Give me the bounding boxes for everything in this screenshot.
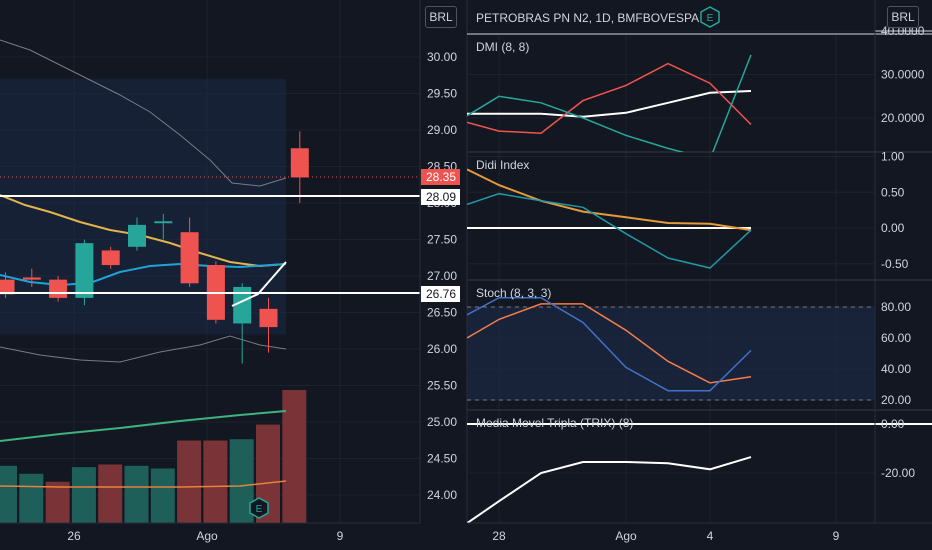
candle-body — [180, 232, 199, 284]
y-tick-label: 29.00 — [427, 123, 457, 137]
y-tick-label: 0.00 — [881, 417, 905, 431]
right-currency-badge[interactable]: BRL — [887, 6, 919, 28]
volume-bar — [282, 390, 307, 523]
x-tick-label: 4 — [707, 529, 714, 543]
volume-bar — [71, 467, 96, 523]
right-chart-title: PETROBRAS PN N2, 1D, BMFBOVESPA — [476, 11, 700, 25]
candle-body — [259, 308, 278, 328]
pane-lines — [467, 168, 752, 269]
y-tick-label: 26.00 — [427, 342, 457, 356]
volume-bar — [124, 465, 149, 523]
candle-body — [22, 277, 41, 280]
volume-ma-orange — [0, 480, 287, 488]
price-tag-label: 28.09 — [426, 190, 456, 204]
moving-average-cyan — [0, 262, 287, 287]
x-tick-label: 28 — [492, 529, 506, 543]
earnings-e-icon[interactable]: E — [700, 6, 720, 28]
y-tick-label: 25.00 — [427, 415, 457, 429]
volume-bar — [45, 481, 70, 523]
candle-body — [75, 243, 94, 298]
candle-body — [290, 148, 309, 178]
volume-bar — [0, 465, 17, 523]
x-tick-label: Ago — [196, 529, 218, 543]
price-tag — [421, 189, 460, 205]
x-tick-label: Ago — [615, 529, 637, 543]
pane-lines — [467, 54, 752, 152]
y-tick-label: 25.50 — [427, 379, 457, 393]
volume-ma-green — [0, 410, 287, 442]
y-tick-label: 0.50 — [881, 185, 905, 199]
bollinger-upper — [0, 39, 287, 187]
pane-lines — [467, 296, 752, 392]
candle-body — [49, 279, 68, 298]
price-tag-label: 26.76 — [426, 287, 456, 301]
x-tick-label: 9 — [833, 529, 840, 543]
candle-body — [101, 250, 120, 266]
earnings-e-icon[interactable]: E — [249, 497, 269, 519]
y-tick-label: 26.50 — [427, 306, 457, 320]
right-chart-bg — [467, 0, 932, 550]
y-tick-label: 30.0000 — [881, 68, 925, 82]
y-tick-label: -0.50 — [881, 257, 909, 271]
indicator-line — [467, 62, 752, 134]
volume-bar — [19, 473, 44, 523]
y-tick-label: 27.50 — [427, 233, 457, 247]
y-tick-label: 1.00 — [881, 150, 905, 164]
indicator-line — [467, 296, 752, 392]
pane-title: Didi Index — [476, 158, 529, 172]
x-tick-label: 9 — [337, 529, 344, 543]
indicator-line — [467, 192, 752, 269]
pane-title: DMI (8, 8) — [476, 40, 529, 54]
volume-bar — [203, 440, 228, 523]
volume-bar — [177, 440, 202, 523]
stoch-band-fill — [467, 307, 875, 400]
y-tick-label: 40.00 — [881, 362, 911, 376]
price-tag-label: 28.35 — [426, 170, 456, 184]
y-tick-label: 24.00 — [427, 488, 457, 502]
left-currency-badge[interactable]: BRL — [425, 6, 457, 28]
price-tag — [421, 169, 460, 185]
volume-bar — [150, 468, 175, 523]
y-tick-label: 24.50 — [427, 452, 457, 466]
y-tick-label: 20.00 — [881, 393, 911, 407]
indicator-line — [467, 303, 752, 384]
candle-body — [128, 224, 146, 247]
x-tick-label: 26 — [67, 529, 81, 543]
y-tick-label: 20.0000 — [881, 111, 925, 125]
pane-title: Stoch (8, 3, 3) — [476, 286, 551, 300]
left-price-axis — [420, 0, 467, 550]
y-tick-label: 29.50 — [427, 87, 457, 101]
pane-title: Media Movel Tripla (TRIX) (8) — [476, 416, 633, 430]
y-tick-label: -20.00 — [881, 466, 915, 480]
y-tick-label: 0.00 — [881, 221, 905, 235]
volume-bar — [98, 464, 123, 523]
pane-lines — [467, 456, 752, 523]
candle-body — [233, 286, 252, 324]
indicator-line — [467, 90, 752, 118]
candle-body — [0, 279, 15, 295]
y-tick-label: 27.00 — [427, 269, 457, 283]
svg-text:E: E — [256, 504, 263, 515]
svg-text:E: E — [707, 13, 714, 24]
indicator-line — [467, 168, 752, 232]
candle-body — [154, 221, 173, 224]
price-tag — [421, 286, 460, 302]
indicator-line — [467, 456, 752, 523]
y-tick-label: 30.00 — [427, 50, 457, 64]
y-tick-label: 80.00 — [881, 300, 911, 314]
bollinger-lower — [0, 335, 287, 363]
y-tick-label: 60.00 — [881, 331, 911, 345]
indicator-line — [467, 54, 752, 152]
